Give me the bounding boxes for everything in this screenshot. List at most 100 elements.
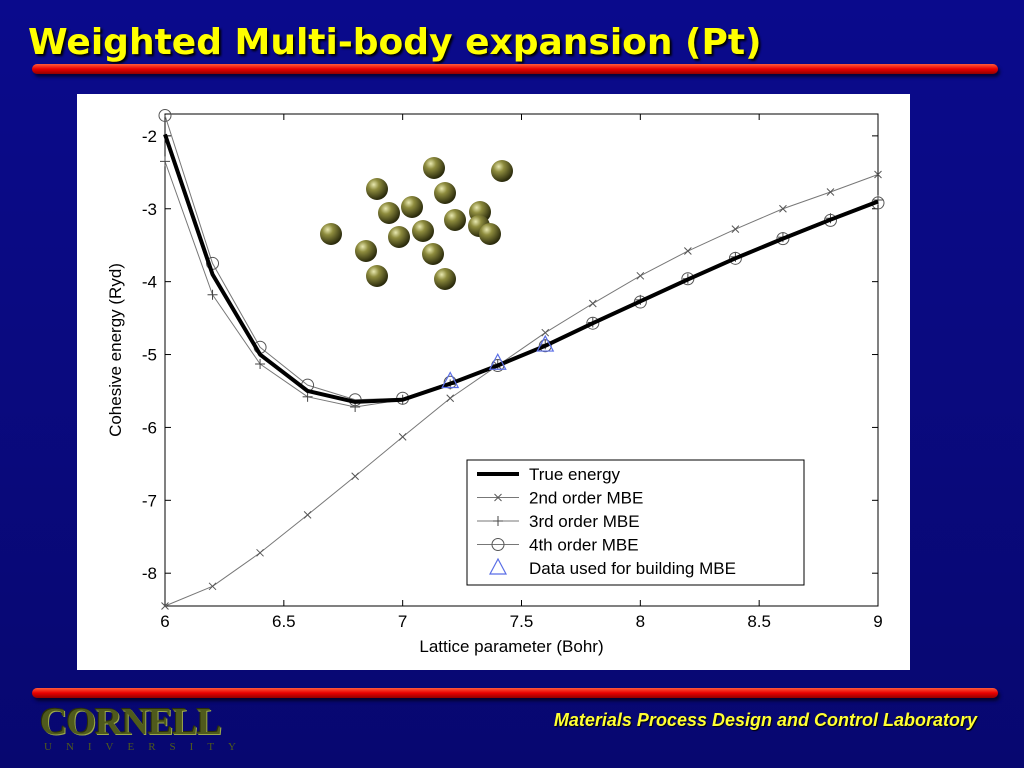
y-tick-label: -2	[142, 127, 157, 146]
legend-box	[466, 459, 805, 586]
logo-wordmark: CORNELL	[40, 701, 222, 743]
x-marker-stroke	[494, 493, 502, 502]
data-point	[731, 225, 740, 234]
data-point	[826, 188, 835, 196]
atom-sphere	[401, 196, 423, 218]
data-point	[160, 156, 170, 167]
data-point	[636, 271, 645, 280]
x-tick-label: 8.5	[747, 612, 771, 631]
atom-cluster-illustration	[320, 157, 513, 290]
logo-subtext: UNIVERSITY	[44, 741, 250, 753]
data-point	[158, 108, 172, 122]
data-point	[303, 511, 312, 519]
atom-sphere	[434, 268, 456, 290]
x-marker-stroke	[874, 170, 882, 179]
atom-sphere	[320, 223, 342, 245]
data-point	[684, 247, 692, 255]
x-tick-label: 6.5	[272, 612, 296, 631]
legend-item: True energy	[477, 465, 621, 484]
slide-title: Weighted Multi-body expansion (Pt)	[28, 22, 762, 63]
data-point	[161, 602, 169, 610]
x-marker-stroke	[351, 472, 359, 481]
x-marker-stroke	[398, 433, 407, 441]
legend-item: 3rd order MBE	[477, 512, 640, 531]
series-2nd-order-mbe	[161, 170, 882, 610]
atom-sphere	[422, 243, 444, 265]
data-point	[779, 204, 787, 213]
x-marker-stroke	[303, 511, 312, 519]
legend-swatch-marker	[493, 516, 503, 526]
legend-swatch-marker	[489, 557, 507, 575]
data-point	[541, 328, 550, 337]
data-point	[441, 371, 460, 389]
series-line	[163, 133, 879, 404]
data-point	[536, 334, 555, 352]
series-layer	[158, 108, 885, 610]
y-axis-label: Cohesive energy (Ryd)	[106, 263, 125, 437]
x-marker-stroke	[684, 247, 692, 255]
data-point	[208, 582, 217, 591]
chart-svg: 6 6.5 7 7.5 8 8.5 9 -2 -3 -4 -5 -6 -7 -8 Lattice param…	[106, 108, 885, 656]
legend-item: 2nd order MBE	[477, 489, 643, 508]
x-tick-label: 9	[873, 612, 882, 631]
x-marker-stroke	[731, 225, 740, 234]
series-true-energy	[163, 133, 879, 404]
series-line	[164, 161, 879, 408]
atom-sphere	[412, 220, 434, 242]
x-marker-stroke	[541, 328, 550, 337]
x-marker-stroke	[588, 299, 597, 308]
y-tick-label: -4	[142, 273, 157, 292]
atom-sphere	[366, 178, 388, 200]
chart-panel: 6 6.5 7 7.5 8 8.5 9 -2 -3 -4 -5 -6 -7 -8 Lattice param…	[77, 94, 910, 670]
x-marker-stroke	[826, 188, 835, 196]
x-marker-stroke	[161, 602, 169, 610]
atom-sphere	[491, 160, 513, 182]
legend-label: 3rd order MBE	[529, 512, 640, 531]
legend-label: True energy	[529, 465, 621, 484]
cornell-logo: CORNELL UNIVERSITY	[40, 703, 250, 753]
y-tick-label: -8	[142, 564, 157, 583]
legend-label: 2nd order MBE	[529, 489, 643, 508]
legend-item: Data used for building MBE	[489, 557, 736, 578]
series-line	[164, 174, 879, 607]
data-point	[446, 394, 455, 403]
x-tick-label: 6	[160, 612, 169, 631]
atom-sphere	[434, 182, 456, 204]
legend: True energy 2nd order MBE 3rd order MBE 4th…	[466, 459, 805, 586]
data-point	[874, 170, 882, 179]
data-point	[588, 299, 597, 308]
series-3rd-order-mbe	[160, 156, 883, 413]
atom-sphere	[355, 240, 377, 262]
data-point	[776, 232, 790, 246]
x-marker-stroke	[636, 271, 645, 280]
data-point	[538, 339, 552, 353]
atom-sphere	[479, 223, 501, 245]
y-tick-label: -5	[142, 346, 157, 365]
legend-label: 4th order MBE	[529, 536, 639, 555]
atom-sphere	[423, 157, 445, 179]
atom-sphere	[388, 226, 410, 248]
axis-text-layer: 6 6.5 7 7.5 8 8.5 9 -2 -3 -4 -5 -6 -7 -8 Lattice param…	[106, 127, 883, 656]
lab-name: Materials Process Design and Control Lab…	[553, 710, 977, 730]
legend-swatch-marker	[494, 493, 502, 502]
x-marker-stroke	[256, 548, 264, 557]
data-point	[488, 353, 507, 370]
data-point	[398, 433, 407, 441]
title-underline-bar	[32, 64, 998, 74]
y-tick-label: -3	[142, 200, 157, 219]
series-data-used-for-building-mbe	[441, 334, 555, 389]
data-point	[207, 289, 218, 300]
data-point	[256, 548, 264, 557]
x-tick-label: 7	[398, 612, 407, 631]
x-tick-label: 7.5	[510, 612, 534, 631]
footer-bar	[32, 688, 998, 698]
x-marker-stroke	[208, 582, 217, 591]
x-tick-label: 8	[636, 612, 645, 631]
x-axis-label: Lattice parameter (Bohr)	[419, 637, 603, 656]
data-point	[586, 316, 600, 330]
legend-swatch-marker	[491, 538, 505, 551]
y-tick-label: -7	[142, 491, 157, 510]
x-marker-stroke	[779, 204, 787, 213]
atom-sphere	[378, 202, 400, 224]
y-tick-label: -6	[142, 418, 157, 437]
